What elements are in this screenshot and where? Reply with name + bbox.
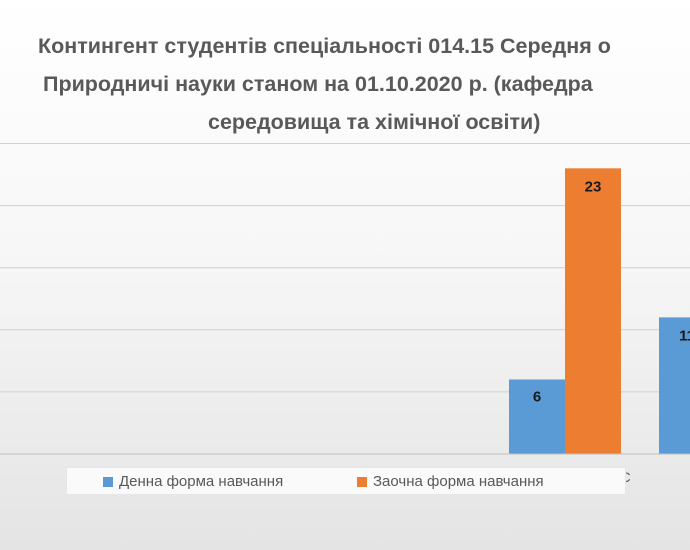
data-label: 23 xyxy=(585,178,602,195)
legend-label-full-time: Денна форма навчання xyxy=(119,473,284,490)
bar-full-time-4 xyxy=(659,317,690,454)
chart-title-line-3: середовища та хімічної освіти) xyxy=(208,110,541,134)
data-label: 6 xyxy=(533,388,541,405)
legend-label-part-time: Заочна форма навчання xyxy=(373,473,544,490)
legend: Денна форма навчання Заочна форма навчан… xyxy=(66,467,626,495)
legend-swatch-full-time xyxy=(103,477,113,487)
data-label: 11 xyxy=(679,327,690,344)
bars xyxy=(509,168,690,454)
chart-title-line-1: Контингент студентів спеціальності 014.1… xyxy=(38,34,611,58)
legend-swatch-part-time xyxy=(357,477,367,487)
chart-title: Контингент студентів спеціальності 014.1… xyxy=(0,34,690,146)
chart-title-line-2: Природничі науки станом на 01.10.2020 р.… xyxy=(43,72,593,96)
bar-full-time-3 xyxy=(509,379,565,454)
bar-part-time-3 xyxy=(565,168,621,454)
data-labels: 6 23 11 xyxy=(533,178,690,405)
